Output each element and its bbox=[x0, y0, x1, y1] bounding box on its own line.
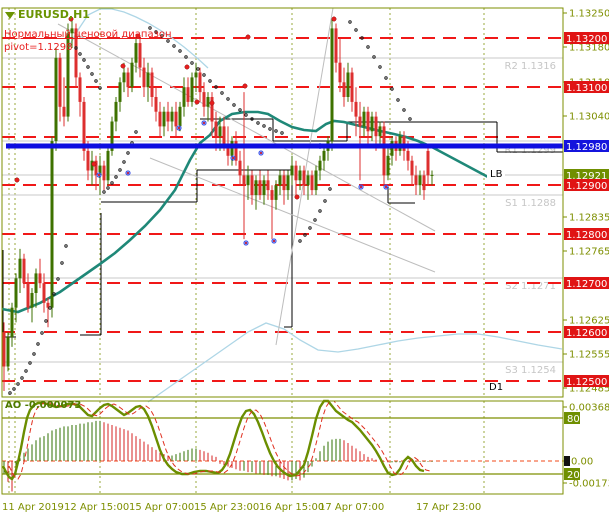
price-badge-red bbox=[564, 375, 609, 387]
price-axis: 1.132501.131801.131101.130401.128351.127… bbox=[563, 9, 609, 490]
teal-moving-average bbox=[1, 110, 489, 314]
stochastic-d-line bbox=[8, 400, 431, 480]
price-badge-text: 1.13100 bbox=[566, 83, 607, 94]
price-badge-blue bbox=[564, 140, 609, 152]
oscillator-tick: 0.003684 bbox=[569, 403, 609, 414]
price-badge-red bbox=[564, 228, 609, 240]
price-tick: 1.13250 bbox=[569, 9, 609, 20]
price-tick: 1.12555 bbox=[569, 350, 609, 361]
price-badge-text: 1.12500 bbox=[566, 377, 607, 388]
lb-level-label[interactable]: LB bbox=[487, 169, 506, 181]
oscillator-tick: -0.001731 bbox=[569, 479, 609, 490]
price-badge-red bbox=[564, 81, 609, 93]
stoch-level-badge-text: 20 bbox=[567, 470, 580, 481]
pale-moving-averages bbox=[67, 8, 563, 403]
d1-level-label[interactable]: D1 bbox=[486, 382, 507, 394]
parabolic-sar-dots bbox=[8, 20, 412, 395]
awesome-oscillator-bars bbox=[3, 420, 433, 492]
price-badge-red bbox=[564, 326, 609, 338]
price-badge-text: 1.13200 bbox=[566, 34, 607, 45]
stoch-level-badge bbox=[564, 468, 580, 480]
price-badge-text: 1.12900 bbox=[566, 181, 607, 192]
price-badge-text: 1.12600 bbox=[566, 328, 607, 339]
price-badge-text: 1.12800 bbox=[566, 230, 607, 241]
pivot-label: R1 1.1299 bbox=[505, 145, 556, 156]
time-label[interactable]: 16 Apr 15:00 bbox=[259, 502, 324, 513]
time-axis: 11 Apr 2019 12 Apr 15:00 15 Apr 07:00 15 Ap… bbox=[2, 502, 481, 513]
time-label[interactable]: 15 Apr 23:00 bbox=[194, 502, 259, 513]
price-badge-text: 1.12921 bbox=[566, 171, 607, 182]
price-tick: 1.12765 bbox=[569, 247, 609, 258]
price-badge-red bbox=[564, 32, 609, 44]
pivot-label: S1 1.1288 bbox=[505, 198, 556, 209]
stoch-level-badge-text: 80 bbox=[567, 414, 580, 425]
candlesticks bbox=[2, 18, 434, 391]
round-number-levels bbox=[2, 37, 563, 382]
time-label[interactable]: 17 Apr 23:00 bbox=[416, 502, 481, 513]
time-label[interactable]: 11 Apr 2019 bbox=[2, 502, 64, 513]
price-tick: 1.12485 bbox=[569, 384, 609, 395]
oscillator-panel-border bbox=[1, 400, 564, 495]
price-badge-text: 1.12700 bbox=[566, 279, 607, 290]
time-label[interactable]: 12 Apr 15:00 bbox=[64, 502, 129, 513]
price-tick: 1.13180 bbox=[569, 43, 609, 54]
oscillator-tick: 0.00 bbox=[571, 457, 593, 468]
time-label[interactable]: 15 Apr 07:00 bbox=[129, 502, 194, 513]
price-badge-red bbox=[564, 179, 609, 191]
time-label[interactable]: 17 Apr 07:00 bbox=[319, 502, 384, 513]
pivot-label: S3 1.1254 bbox=[505, 365, 556, 376]
price-badge-red bbox=[564, 277, 609, 289]
price-tick: 1.12835 bbox=[569, 213, 609, 224]
trendline-anchor-handle[interactable] bbox=[1, 143, 6, 149]
price-tick: 1.12625 bbox=[569, 316, 609, 327]
price-badge-text: 1.12980 bbox=[566, 142, 607, 153]
oscillator-levels bbox=[2, 417, 563, 475]
price-tick: 1.13040 bbox=[569, 112, 609, 123]
price-badge-green bbox=[564, 169, 609, 181]
stoch-level-badge bbox=[564, 412, 580, 424]
main-panel-border bbox=[1, 7, 564, 398]
stochastic-k-line bbox=[1, 399, 425, 481]
pivot-label: S2 1.1271 bbox=[505, 281, 556, 292]
pivot-levels: R2 1.1316 R1 1.1299 S1 1.1288 S2 1.1271 S3 1… bbox=[2, 57, 563, 376]
zero-level-badge bbox=[564, 456, 570, 466]
pivot-label: R2 1.1316 bbox=[505, 61, 556, 72]
